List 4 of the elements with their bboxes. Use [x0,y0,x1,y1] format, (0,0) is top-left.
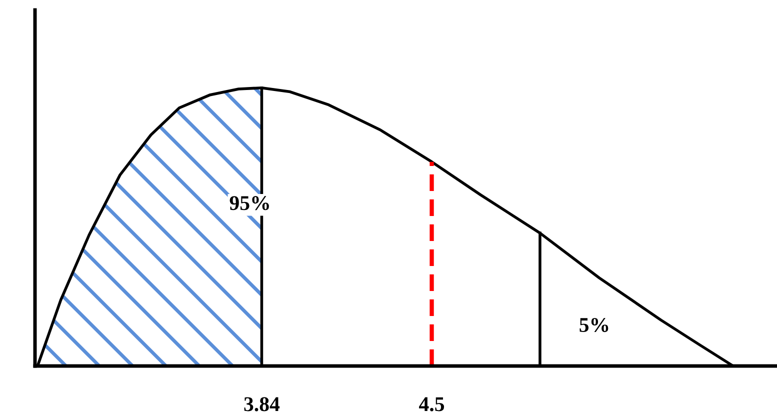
x-tick-label: 4.5 [419,397,444,412]
annotation: 95% [230,196,269,210]
x-tick-label: 3.84 [244,397,280,412]
annotation: 5% [580,318,608,332]
